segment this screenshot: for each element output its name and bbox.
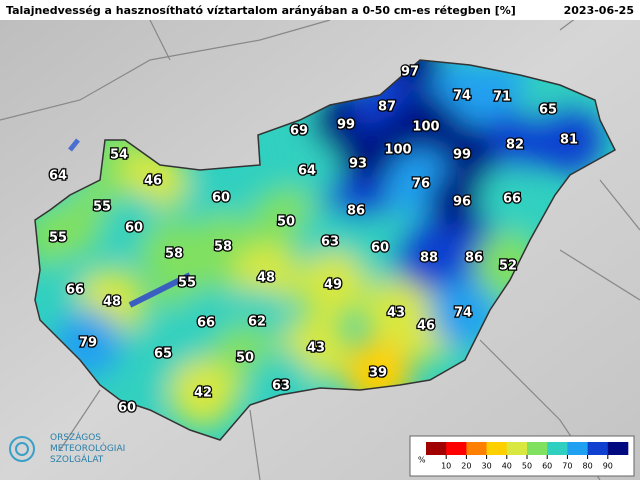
colorbar-tick-label: 60	[542, 462, 552, 471]
title: Talajnedvesség a hasznosítható víztartal…	[6, 4, 516, 17]
colorbar-segment	[527, 442, 548, 455]
station-value: 54	[110, 148, 128, 163]
station-value: 86	[465, 251, 483, 266]
station-value: 74	[453, 89, 471, 104]
station-value: 49	[324, 278, 342, 293]
station-value: 66	[66, 283, 84, 298]
station-value: 71	[493, 90, 511, 105]
colorbar-tick-label: 80	[583, 462, 593, 471]
moisture-blob	[273, 137, 341, 205]
station-value: 63	[321, 235, 339, 250]
station-value: 50	[277, 215, 295, 230]
logo-line: METEOROLÓGIAI	[50, 442, 125, 454]
station-value: 55	[93, 200, 111, 215]
station-value: 88	[420, 251, 438, 266]
station-value: 86	[347, 204, 365, 219]
logo-ring	[15, 442, 29, 456]
moisture-blob	[478, 165, 546, 233]
logo-ring	[9, 436, 35, 462]
moisture-blob	[35, 204, 92, 272]
station-value: 50	[236, 351, 254, 366]
colorbar-segment	[547, 442, 568, 455]
station-value: 60	[125, 221, 143, 236]
colorbar-segment	[506, 442, 528, 455]
lake-balaton	[128, 272, 192, 308]
station-value: 48	[103, 295, 121, 310]
station-value: 39	[369, 366, 387, 381]
moisture-blob	[299, 251, 367, 319]
station-value: 81	[560, 133, 578, 148]
station-value: 43	[387, 306, 405, 321]
logo: ORSZÁGOS METEOROLÓGIAI SZOLGÁLAT	[9, 431, 125, 465]
station-value: 58	[214, 240, 232, 255]
station-value: 52	[499, 259, 517, 274]
colorbar-tick-label: 10	[441, 462, 451, 471]
station-value: 82	[506, 138, 524, 153]
colorbar: 10 20 30 40 50 60 70 80 90	[426, 442, 629, 471]
station-value: 60	[212, 191, 230, 206]
station-value: 100	[412, 120, 439, 135]
colorbar-segment	[486, 442, 508, 455]
station-value: 63	[272, 379, 290, 394]
station-value: 74	[454, 306, 472, 321]
station-value: 42	[194, 386, 212, 401]
station-value: 55	[178, 276, 196, 291]
station-value: 64	[298, 164, 316, 179]
station-value: 66	[197, 316, 215, 331]
colorbar-tick-label: 50	[522, 462, 532, 471]
station-value: 62	[248, 315, 266, 330]
colorbar-tick-label: 70	[562, 462, 572, 471]
blobs	[35, 60, 603, 440]
moisture-blob	[481, 111, 549, 179]
station-value: 65	[154, 347, 172, 362]
station-value: 76	[412, 177, 430, 192]
station-value: 58	[165, 247, 183, 262]
station-value: 69	[290, 124, 308, 139]
station-value: 60	[371, 241, 389, 256]
colorbar-tick-label: 30	[482, 462, 492, 471]
station-value: 60	[118, 401, 136, 416]
station-value: 97	[401, 65, 419, 80]
station-value: 87	[378, 100, 396, 115]
colorbar-segment	[607, 442, 629, 455]
colorbar-segment	[446, 442, 467, 455]
station-value: 43	[307, 341, 325, 356]
colorbar-segment	[426, 442, 447, 455]
header-bar	[0, 0, 640, 20]
logo-line: ORSZÁGOS	[50, 431, 101, 443]
station-value: 99	[337, 118, 355, 133]
station-value: 48	[257, 271, 275, 286]
colorbar-segment	[567, 442, 588, 455]
lake	[68, 138, 80, 152]
station-value: 99	[453, 148, 471, 163]
station-value: 66	[503, 192, 521, 207]
colorbar-tick-label: 20	[461, 462, 471, 471]
station-value: 100	[384, 143, 411, 158]
moisture-blob	[187, 164, 255, 232]
moisture-blob	[428, 168, 496, 236]
colorbar-tick-label: 40	[502, 462, 512, 471]
station-value: 93	[349, 157, 367, 172]
station-value: 96	[453, 195, 471, 210]
moisture-blob	[535, 106, 603, 174]
colorbar-segment	[466, 442, 487, 455]
station-value: 79	[79, 336, 97, 351]
colorbar-unit: %	[418, 456, 426, 465]
station-value: 64	[49, 169, 67, 184]
station-value: 46	[417, 319, 435, 334]
logo-line: SZOLGÁLAT	[50, 453, 104, 465]
station-value: 46	[144, 174, 162, 189]
date: 2023-06-25	[564, 4, 634, 17]
station-value: 55	[49, 231, 67, 246]
station-value: 65	[539, 103, 557, 118]
colorbar-tick-label: 90	[603, 462, 613, 471]
moisture-blob	[169, 359, 237, 427]
colorbar-segment	[587, 442, 609, 455]
